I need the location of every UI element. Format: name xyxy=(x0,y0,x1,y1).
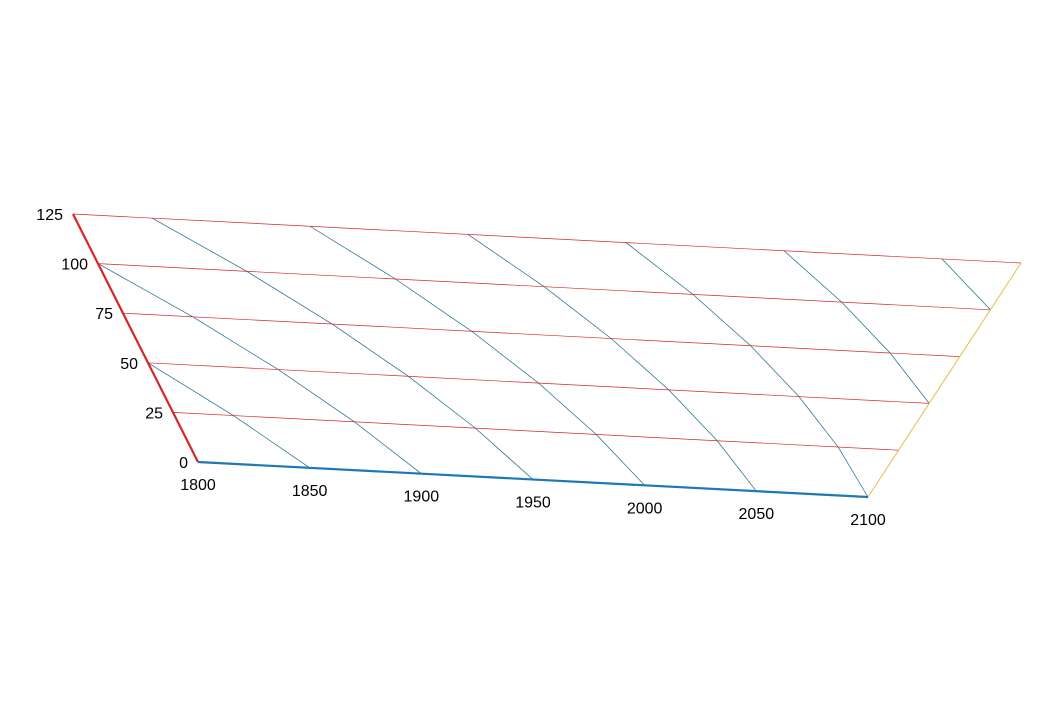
b-gridline xyxy=(192,316,279,370)
a-axis-tick-label: 125 xyxy=(36,207,63,224)
b-axis-tick-label: 1900 xyxy=(404,489,440,506)
b-axis-tick-label: 2050 xyxy=(739,506,775,523)
a-gridline xyxy=(122,312,960,357)
b-gridline xyxy=(625,242,694,295)
c-gridlines xyxy=(97,217,991,498)
b-axis-tick-label: 1950 xyxy=(515,495,551,512)
b-gridline xyxy=(538,382,597,435)
b-axis-tick-label: 2000 xyxy=(627,500,663,517)
a-axis-tick-label: 75 xyxy=(95,306,113,323)
b-gridline xyxy=(750,345,800,397)
b-gridline xyxy=(543,286,612,339)
a-gridline xyxy=(172,412,899,451)
b-axis-tick-labels: 1800 1850 1900 1950 2000 2050 2100 xyxy=(180,477,886,529)
b-axis-tick-label: 2100 xyxy=(850,512,886,529)
b-gridline xyxy=(610,338,670,391)
b-gridline xyxy=(151,217,247,272)
a-axis-tick-label: 100 xyxy=(61,257,88,274)
c-axis-line xyxy=(867,262,1022,498)
b-gridline xyxy=(471,331,539,384)
b-gridline xyxy=(837,446,869,498)
a-axis-tick-label: 25 xyxy=(145,405,163,422)
b-gridline xyxy=(941,258,991,311)
a-axis-line xyxy=(72,213,199,463)
b-gridline xyxy=(97,263,193,318)
a-gridlines xyxy=(72,213,1022,451)
b-gridline xyxy=(668,389,718,441)
a-gridline xyxy=(97,263,991,311)
b-gridline xyxy=(246,271,333,325)
b-gridline xyxy=(408,376,476,429)
b-axis-line xyxy=(197,460,869,499)
b-gridline xyxy=(395,278,472,332)
b-gridline xyxy=(309,225,396,280)
b-gridline xyxy=(233,415,310,469)
a-gridline xyxy=(72,213,1022,264)
b-gridline xyxy=(475,427,534,480)
b-gridline xyxy=(354,421,422,474)
a-axis-tick-label: 50 xyxy=(120,356,138,373)
b-gridline xyxy=(783,250,842,303)
b-gridline xyxy=(798,396,839,448)
b-gridline xyxy=(889,352,930,404)
b-gridline xyxy=(716,440,757,492)
b-gridline xyxy=(467,234,545,287)
b-gridline xyxy=(841,301,891,354)
axis-lines xyxy=(72,213,1022,499)
a-gridline xyxy=(147,362,930,404)
b-gridline xyxy=(332,323,409,377)
b-axis-tick-label: 1850 xyxy=(292,483,328,500)
b-gridline xyxy=(147,362,234,416)
b-gridlines xyxy=(97,217,991,498)
a-axis-tick-labels: 0 25 50 75 100 125 xyxy=(36,207,188,472)
b-axis-tick-label: 1800 xyxy=(180,477,216,494)
b-gridline xyxy=(278,369,355,423)
b-gridline xyxy=(596,434,645,486)
b-gridline xyxy=(692,294,751,347)
a-axis-tick-label: 0 xyxy=(179,455,188,472)
